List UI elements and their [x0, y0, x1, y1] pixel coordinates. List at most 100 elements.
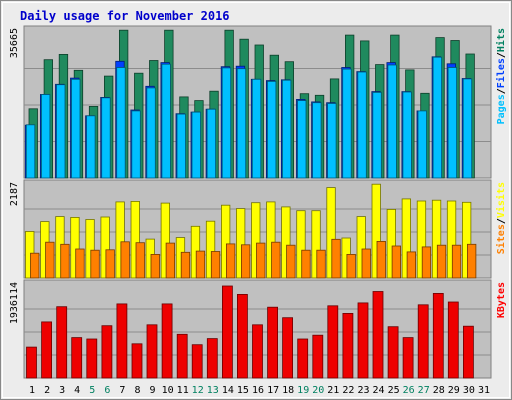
day-label-23: 23: [357, 385, 369, 396]
day-label-21: 21: [327, 385, 339, 396]
bar-hits-files-pages-s2-d28: [432, 56, 443, 179]
bar-hits-files-pages-s2-d12: [191, 111, 201, 179]
bar-visits-sites-s1-d8: [135, 242, 145, 279]
bar-hits-files-pages-s2-d29: [447, 67, 458, 179]
bar-hits-files-pages-s2-d16: [251, 78, 262, 179]
day-label-16: 16: [252, 385, 264, 396]
bar-visits-sites-s1-d6: [105, 249, 115, 279]
bar-visits-sites-s1-d17: [271, 241, 281, 279]
bar-kbytes-s0-d20: [312, 334, 324, 379]
bar-hits-files-pages-s2-d1: [25, 124, 36, 179]
y-max-label: 35665: [9, 28, 20, 58]
legend-entry: Pages: [496, 94, 507, 124]
bar-kbytes-s0-d23: [357, 302, 369, 379]
panel-visits-sites: 2187 Sites/Visits: [9, 179, 507, 279]
bar-visits-sites-s1-d1: [30, 252, 40, 279]
bar-visits-sites-s0-d23: [356, 216, 366, 279]
day-label-12: 12: [192, 385, 204, 396]
bar-visits-sites-s0-d6: [100, 216, 110, 279]
day-label-2: 2: [44, 385, 50, 396]
legend-entry: /: [496, 88, 507, 94]
day-label-11: 11: [177, 385, 189, 396]
day-label-6: 6: [104, 385, 110, 396]
bar-visits-sites-s1-d29: [451, 244, 462, 279]
bar-kbytes-s0-d8: [131, 343, 143, 379]
bar-visits-sites-s1-d15: [240, 244, 251, 279]
bar-hits-files-pages-s2-d18: [281, 79, 292, 179]
bar-kbytes-s0-d5: [86, 338, 98, 379]
bar-kbytes-s0-d2: [41, 321, 52, 379]
bar-kbytes-s0-d21: [327, 305, 339, 379]
bar-kbytes-s0-d9: [146, 324, 158, 379]
bar-visits-sites-s0-d24: [371, 183, 381, 279]
bar-visits-sites-s1-d5: [90, 249, 100, 279]
legend-entry: KBytes: [496, 282, 507, 318]
bar-visits-sites-s1-d3: [60, 243, 70, 279]
bar-hits-files-pages-s2-d6: [101, 97, 111, 179]
bar-kbytes-s0-d29: [447, 301, 459, 379]
bar-kbytes-s0-d3: [56, 306, 68, 379]
chart-title: Daily usage for November 2016: [20, 9, 230, 23]
legend: KBytes: [496, 282, 507, 318]
legend: Pages/Files/Hits: [495, 28, 507, 124]
legend-entry: /: [496, 218, 507, 224]
bar-visits-sites-s1-d21: [331, 238, 341, 279]
day-label-3: 3: [59, 385, 65, 396]
bar-hits-files-pages-s2-d14: [221, 67, 232, 179]
bar-visits-sites-s0-d17: [266, 201, 276, 279]
bar-hits-files-pages-s2-d5: [86, 115, 96, 179]
day-tick-labels: 1 2 3 4 5 6 7 8 9 10 11 12 13 14 15 16 17 18 19 20 21 22 23 24 2…: [29, 385, 490, 396]
bar-visits-sites-s1-d16: [256, 242, 266, 279]
bar-visits-sites-s1-d23: [361, 248, 371, 279]
bar-kbytes-s0-d28: [432, 292, 444, 379]
legend-entry: Files: [495, 58, 507, 88]
y-max-label: 1936114: [9, 282, 20, 324]
bar-visits-sites-s1-d10: [165, 242, 176, 279]
day-label-18: 18: [282, 385, 294, 396]
bar-hits-files-pages-s2-d9: [146, 87, 156, 179]
bar-kbytes-s0-d22: [342, 312, 354, 379]
day-label-13: 13: [207, 385, 219, 396]
bar-kbytes-s0-d15: [236, 293, 248, 379]
bar-visits-sites-s0-d19: [296, 210, 306, 279]
bar-hits-files-pages-s2-d3: [56, 84, 66, 179]
bar-visits-sites-s0-d7: [115, 201, 125, 279]
day-label-17: 17: [267, 385, 279, 396]
day-label-1: 1: [29, 385, 35, 396]
bar-visits-sites-s1-d25: [391, 245, 402, 279]
bar-hits-files-pages-s2-d2: [41, 94, 51, 179]
bar-hits-files-pages-s2-d22: [342, 68, 352, 179]
bar-hits-files-pages-s2-d7: [116, 67, 126, 179]
bar-visits-sites-s0-d10: [160, 202, 171, 279]
bar-hits-files-pages-s2-d24: [372, 92, 382, 179]
bar-visits-sites-s1-d11: [180, 251, 191, 279]
bar-hits-files-pages-s2-d30: [462, 78, 473, 179]
bar-visits-sites-s0-d15: [235, 208, 246, 279]
bar-hits-files-pages-s2-d21: [327, 103, 337, 179]
bar-visits-sites-s1-d13: [210, 251, 221, 279]
bar-visits-sites-s0-d21: [326, 187, 336, 279]
bar-hits-files-pages-s2-d25: [387, 64, 397, 179]
bar-visits-sites-s1-d19: [301, 249, 311, 279]
bar-kbytes-s0-d26: [402, 337, 414, 379]
panel-kbytes: 1936114 KBytes: [9, 279, 507, 379]
bar-hits-files-pages-s2-d13: [206, 108, 217, 179]
bar-hits-files-pages-s2-d10: [161, 63, 171, 179]
day-label-7: 7: [119, 385, 125, 396]
bar-kbytes-s0-d1: [26, 346, 37, 379]
bar-visits-sites-s0-d13: [205, 220, 216, 279]
bar-visits-sites-s0-d30: [461, 201, 472, 279]
bar-visits-sites-s0-d8: [130, 200, 140, 279]
bar-kbytes-s0-d25: [387, 326, 399, 379]
bar-hits-files-pages-s2-d20: [312, 102, 322, 179]
bar-visits-sites-s1-d24: [376, 240, 386, 279]
bar-kbytes-s0-d14: [221, 285, 233, 379]
bar-kbytes-s0-d7: [116, 303, 128, 379]
legend-entry: Hits: [495, 28, 507, 52]
bar-visits-sites-s0-d27: [416, 200, 427, 279]
bar-kbytes-s0-d4: [71, 337, 83, 379]
day-label-9: 9: [149, 385, 155, 396]
day-label-26: 26: [403, 385, 415, 396]
